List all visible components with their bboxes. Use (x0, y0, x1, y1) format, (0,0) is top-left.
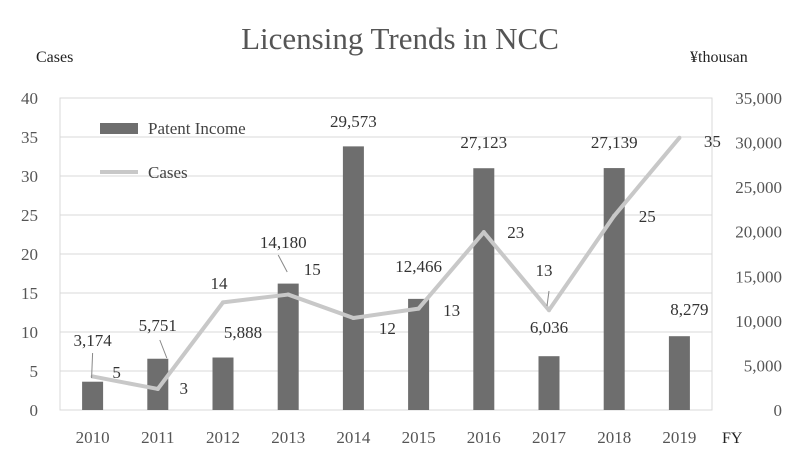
line-series-cases (90, 135, 682, 391)
bar (82, 381, 104, 410)
bar-data-label: 27,123 (460, 133, 507, 152)
x-tick-label: 2014 (336, 428, 371, 447)
line-data-label: 3 (180, 379, 189, 398)
left-tick-label: 15 (21, 284, 38, 303)
line-point (547, 308, 551, 313)
bar-data-label: 29,573 (330, 112, 377, 131)
label-leader-line (91, 352, 94, 379)
x-axis-unit: FY (722, 430, 743, 447)
line-data-label: 12 (379, 319, 396, 338)
bar-data-label: 8,279 (670, 300, 708, 319)
right-tick-label: 5,000 (744, 356, 782, 375)
cases-line (92, 136, 681, 391)
right-tick-label: 15,000 (735, 267, 782, 286)
label-leader-line (159, 339, 168, 359)
right-tick-label: 30,000 (735, 134, 782, 153)
data-labels: 3,174 5,751 5,888 14,180 29,573 12,466 27,123 6… (73, 112, 720, 398)
plot-area-border (59, 97, 713, 411)
right-axis-unit: ¥thousan (690, 49, 748, 66)
bar-data-label: 14,180 (260, 233, 307, 252)
left-tick-label: 35 (21, 128, 38, 147)
legend: Patent Income Cases (100, 119, 246, 182)
left-tick-label: 20 (21, 245, 38, 264)
label-leader-line (546, 290, 550, 307)
bar (668, 336, 690, 410)
line-point (155, 386, 160, 391)
line-data-label: 23 (507, 223, 524, 242)
right-tick-label: 20,000 (735, 223, 782, 242)
right-tick-label: 25,000 (735, 178, 782, 197)
gridlines (59, 97, 713, 411)
left-tick-label: 10 (21, 323, 38, 342)
right-tick-label: 10,000 (735, 312, 782, 331)
left-tick-label: 30 (21, 167, 38, 186)
bar (473, 168, 495, 410)
bar (408, 298, 430, 410)
chart-title: Licensing Trends in NCC (241, 21, 559, 56)
line-point (677, 135, 682, 140)
legend-line-label: Cases (148, 163, 188, 182)
line-data-label: 25 (639, 207, 656, 226)
line-point (286, 292, 291, 297)
x-tick-label: 2016 (467, 428, 501, 447)
legend-bar-label: Patent Income (148, 119, 246, 138)
x-tick-label: 2013 (271, 428, 305, 447)
right-tick-label: 35,000 (735, 89, 782, 108)
line-point (612, 213, 617, 218)
left-tick-label: 40 (21, 89, 38, 108)
bar (212, 357, 234, 410)
line-point (481, 230, 486, 235)
right-tick-label: 0 (774, 401, 783, 420)
bar-data-label: 12,466 (395, 257, 442, 276)
x-tick-label: 2015 (402, 428, 436, 447)
left-axis-unit: Cases (36, 49, 73, 66)
left-tick-label: 5 (30, 362, 39, 381)
bar-data-label: 5,888 (224, 323, 262, 342)
line-data-label: 13 (536, 261, 553, 280)
bar-data-label: 5,751 (139, 316, 177, 335)
left-tick-label: 25 (21, 206, 38, 225)
bar (277, 283, 299, 410)
x-tick-label: 2018 (597, 428, 631, 447)
bar (147, 358, 169, 410)
line-data-label: 5 (112, 363, 121, 382)
left-tick-label: 0 (30, 401, 39, 420)
x-tick-label: 2011 (141, 428, 174, 447)
legend-bar-swatch (100, 123, 138, 134)
label-leader-line (277, 254, 288, 273)
bar-data-label: 27,139 (591, 133, 638, 152)
axis-ticks: 051015202530354005,00010,00015,00020,000… (21, 89, 782, 447)
line-data-label: 14 (211, 274, 229, 293)
line-point (221, 300, 225, 305)
line-point (416, 306, 421, 311)
x-tick-label: 2019 (662, 428, 696, 447)
bar (538, 356, 560, 410)
x-tick-label: 2012 (206, 428, 240, 447)
bar-data-label: 3,174 (73, 331, 112, 350)
line-data-label: 35 (704, 132, 721, 151)
bar (342, 146, 364, 411)
line-point (351, 315, 356, 320)
line-data-label: 13 (443, 301, 460, 320)
bar (603, 168, 625, 410)
x-tick-label: 2017 (532, 428, 567, 447)
bar-series-patent-income (82, 146, 690, 411)
bar-data-label: 6,036 (530, 318, 568, 337)
line-data-label: 15 (304, 260, 321, 279)
x-tick-label: 2010 (76, 428, 110, 447)
